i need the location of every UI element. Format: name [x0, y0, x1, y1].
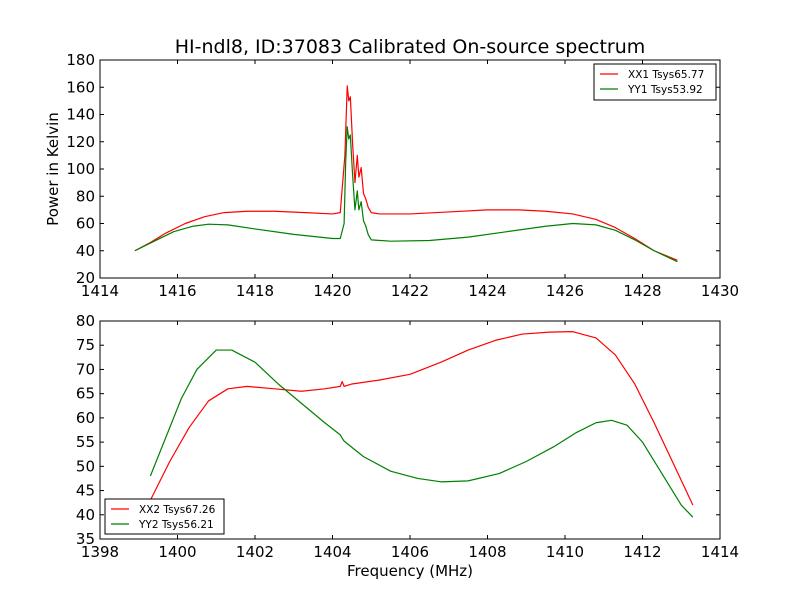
x-tick-label: 1408 — [468, 543, 506, 561]
series-line-1-1 — [149, 349, 694, 518]
y-tick-label: 180 — [66, 51, 95, 69]
series-line-0-0 — [134, 85, 678, 261]
y-tick-label: 100 — [66, 160, 95, 178]
legend-label: YY2 Tsys56.21 — [138, 519, 214, 531]
y-tick-label: 140 — [66, 106, 95, 124]
x-tick-label: 1412 — [623, 543, 661, 561]
y-tick-label: 35 — [76, 530, 95, 548]
x-tick-label: 1418 — [236, 282, 274, 300]
y-tick-label: 40 — [76, 242, 95, 260]
x-tick-label: 1404 — [313, 543, 351, 561]
y-tick-label: 80 — [76, 312, 95, 330]
x-tick-label: 1414 — [701, 543, 739, 561]
y-tick-label: 60 — [76, 409, 95, 427]
x-tick-label: 1420 — [313, 282, 351, 300]
x-tick-label: 1398 — [81, 543, 119, 561]
x-tick-label: 1410 — [546, 543, 584, 561]
y-tick-label: 45 — [76, 482, 95, 500]
y-tick-label: 160 — [66, 78, 95, 96]
legend-label: YY1 Tsys53.92 — [627, 84, 703, 96]
y-axis-title: Power in Kelvin — [44, 112, 62, 226]
x-tick-label: 1400 — [158, 543, 196, 561]
y-tick-label: 70 — [76, 360, 95, 378]
y-tick-label: 75 — [76, 336, 95, 354]
legend-box — [104, 498, 225, 535]
series-line-1-0 — [149, 331, 694, 506]
y-tick-label: 60 — [76, 215, 95, 233]
legend-label: XX2 Tsys67.26 — [139, 504, 216, 516]
x-tick-label: 1406 — [391, 543, 429, 561]
x-tick-label: 1426 — [546, 282, 584, 300]
x-tick-label: 1416 — [158, 282, 196, 300]
x-tick-label: 1430 — [701, 282, 739, 300]
series-line-0-1 — [134, 126, 678, 263]
y-tick-label: 65 — [76, 385, 95, 403]
y-tick-label: 55 — [76, 433, 95, 451]
y-tick-label: 40 — [76, 506, 95, 524]
y-tick-label: 50 — [76, 457, 95, 475]
x-tick-label: 1414 — [81, 282, 119, 300]
y-tick-label: 20 — [76, 269, 95, 287]
y-tick-label: 120 — [66, 133, 95, 151]
x-tick-label: 1424 — [468, 282, 506, 300]
legend: XX2 Tsys67.26 YY2 Tsys56.21 — [104, 498, 225, 535]
x-tick-label: 1428 — [623, 282, 661, 300]
y-tick-label: 80 — [76, 187, 95, 205]
x-tick-label: 1402 — [236, 543, 274, 561]
x-axis-title: Frequency (MHz) — [347, 562, 473, 580]
legend-label: XX1 Tsys65.77 — [628, 69, 704, 81]
legend: XX1 Tsys65.77 YY1 Tsys53.92 — [593, 63, 717, 101]
top-chart: 1414 1416 1418 1420 1422 1424 1426 1428 1430 20 40… — [44, 51, 739, 300]
x-tick-label: 1422 — [391, 282, 429, 300]
legend-box — [593, 63, 717, 101]
bottom-chart: 1398 1400 1402 1404 1406 1408 1410 1412 1414 35 40… — [76, 312, 739, 580]
figure-title: HI-ndl8, ID:37083 Calibrated On-source s… — [175, 36, 646, 58]
